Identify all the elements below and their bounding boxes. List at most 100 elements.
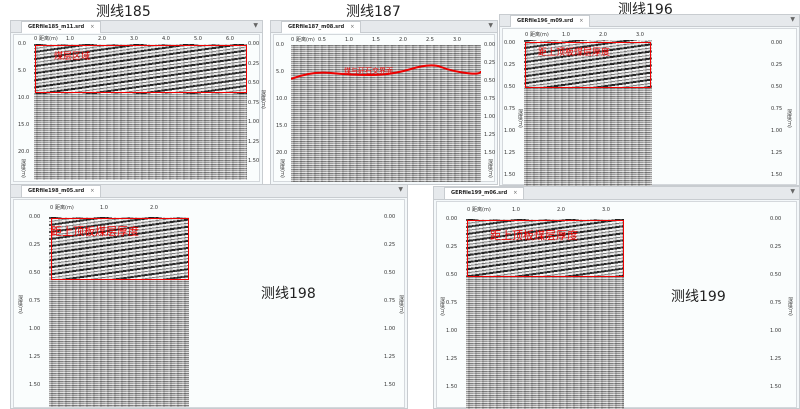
tab-bar: GERfile185_m11.srd × ▼ [11, 21, 262, 33]
y-tick-label-right: 0.00 [248, 41, 260, 47]
close-icon[interactable]: × [90, 24, 95, 30]
y-tick-label-right: 0.50 [771, 84, 783, 90]
y-tick-label-right: 1.00 [771, 128, 783, 134]
x-tick-label: 1.0 [66, 36, 74, 42]
y-axis-label-right: 深度(m) [398, 295, 404, 314]
y-tick-label-left: 1.00 [29, 326, 41, 332]
tab-file-199[interactable]: GERfile199_m06.srd × [444, 187, 525, 199]
radargram [291, 45, 481, 182]
x-tick-label: 0 [50, 205, 54, 211]
y-tick-label-left: 0.25 [446, 244, 458, 250]
y-tick-label-right: 0.00 [771, 40, 783, 46]
chevron-down-icon[interactable]: ▼ [488, 22, 493, 29]
tab-bar: GERfile187_m08.srd × ▼ [271, 21, 497, 33]
y-tick-label-right: 0.50 [384, 270, 396, 276]
y-tick-label-right: 1.25 [771, 150, 783, 156]
annotation-box [467, 220, 624, 277]
y-tick-label-right: 0.00 [484, 42, 496, 48]
y-tick-label-right: 0.50 [770, 272, 782, 278]
y-tick-label-left: 1.50 [504, 172, 516, 178]
x-tick-label: 3.0 [636, 32, 644, 38]
y-tick-label-left: 0.50 [504, 84, 516, 90]
title-line-185: 测线185 [96, 4, 151, 20]
tab-bar: GERfile199_m06.srd × ▼ [434, 187, 799, 200]
x-tick-label: 2.5 [426, 37, 434, 43]
panel-line-198: GERfile198_m05.srd × ▼ 距上顶板煤层厚度 0 1.0 2.0 0.0… [10, 184, 408, 409]
y-axis-label-left: 深度(m) [17, 295, 23, 314]
chevron-down-icon[interactable]: ▼ [790, 188, 795, 195]
y-tick-label-right: 0.75 [770, 300, 782, 306]
y-tick-label-left: 10.0 [18, 95, 30, 101]
x-tick-label: 2.0 [399, 37, 407, 43]
x-tick-label: 3.0 [130, 36, 138, 42]
tab-file-185[interactable]: GERfile185_m11.srd × [21, 21, 102, 33]
radargram [34, 44, 247, 180]
x-tick-label: 0 [467, 207, 471, 213]
y-tick-label-left: 0.50 [29, 270, 41, 276]
y-tick-label-left: 0.50 [446, 272, 458, 278]
y-tick-label-left: 1.25 [446, 356, 458, 362]
y-axis-label-left: 深度(m) [439, 297, 445, 316]
y-tick-label-left: 15.0 [18, 122, 30, 128]
y-tick-label-right: 1.00 [770, 328, 782, 334]
x-tick-label: 6.0 [226, 36, 234, 42]
tab-file-196[interactable]: GERfile196_m09.srd × [510, 15, 591, 27]
y-tick-label-left: 1.50 [446, 384, 458, 390]
x-tick-label: 3.0 [453, 37, 461, 43]
close-icon[interactable]: × [513, 190, 518, 196]
x-tick-label: 0 [291, 37, 295, 43]
close-icon[interactable]: × [90, 188, 95, 194]
annotation-label: 距上顶板煤层厚度 [490, 229, 578, 242]
tab-label: GERfile185_m11.srd [28, 24, 85, 30]
y-tick-label-right: 1.25 [248, 138, 260, 145]
chevron-down-icon[interactable]: ▼ [398, 186, 403, 193]
tab-file-198[interactable]: GERfile198_m05.srd × [21, 185, 102, 197]
tab-bar: GERfile196_m09.srd × ▼ [500, 15, 799, 27]
y-axis-label-left: 深度(m) [517, 109, 523, 128]
y-tick-label-right: 0.25 [770, 244, 782, 250]
y-tick-label-left: 0.75 [29, 298, 41, 304]
x-tick-label: 1.0 [562, 32, 570, 38]
x-tick-label: 1.0 [100, 205, 108, 211]
chevron-down-icon[interactable]: ▼ [253, 22, 258, 29]
y-tick-label-right: 1.25 [484, 132, 496, 138]
y-tick-label-left: 5.0 [18, 68, 26, 74]
label-line-198: 测线198 [261, 286, 316, 302]
y-tick-label-right: 0.75 [248, 99, 260, 106]
y-axis-label-right: 深度(m) [487, 159, 493, 178]
y-tick-label-left: 0.0 [276, 42, 284, 48]
y-tick-label-left: 0.25 [504, 62, 516, 68]
annotation-label: 煤层区域 [54, 52, 91, 62]
y-tick-label-right: 1.50 [771, 172, 783, 178]
annotation-box [51, 218, 189, 280]
y-tick-label-left: 0.00 [29, 214, 41, 220]
close-icon[interactable]: × [350, 24, 355, 30]
y-tick-label-left: 20.0 [276, 150, 288, 156]
plot-frame: 距上顶板煤层厚度 0 1.0 2.0 3.0 0.00 0.25 0.50 0.75 1.00 1… [502, 28, 797, 190]
close-icon[interactable]: × [579, 18, 584, 24]
tab-label: GERfile187_m08.srd [288, 24, 345, 30]
y-axis-label-left: 深度(m) [20, 159, 26, 178]
x-axis-label: 距离(m) [472, 207, 491, 213]
y-tick-label-right: 0.75 [771, 106, 783, 112]
x-tick-label: 0.5 [318, 37, 326, 43]
y-tick-label-right: 0.25 [771, 62, 783, 68]
y-tick-label-left: 1.50 [29, 382, 41, 388]
panel-line-196: GERfile196_m09.srd × ▼ 距上顶板煤层厚度 0 1.0 2.0 3.0… [499, 14, 800, 190]
annotation-label: 煤与矸石交界面 [344, 67, 393, 75]
title-line-187: 测线187 [346, 4, 401, 20]
y-tick-label-right: 0.50 [248, 80, 260, 86]
y-tick-label-right: 0.00 [770, 216, 782, 222]
y-tick-label-right: 1.50 [248, 158, 260, 164]
label-line-199: 测线199 [671, 289, 726, 305]
plot-frame: 距上顶板煤层厚度 0 1.0 2.0 3.0 0.00 0.25 0.50 0.75 1.00 1… [436, 201, 797, 409]
y-tick-label-left: 0.0 [18, 41, 26, 47]
x-tick-label: 3.0 [602, 207, 610, 213]
tab-label: GERfile199_m06.srd [451, 190, 508, 196]
y-tick-label-right: 1.00 [484, 114, 496, 120]
y-axis-label-left: 深度(m) [279, 159, 285, 178]
tab-file-187[interactable]: GERfile187_m08.srd × [281, 21, 362, 33]
chevron-down-icon[interactable]: ▼ [790, 16, 795, 23]
y-tick-label-right: 1.00 [384, 326, 396, 332]
y-tick-label-left: 15.0 [276, 123, 288, 129]
